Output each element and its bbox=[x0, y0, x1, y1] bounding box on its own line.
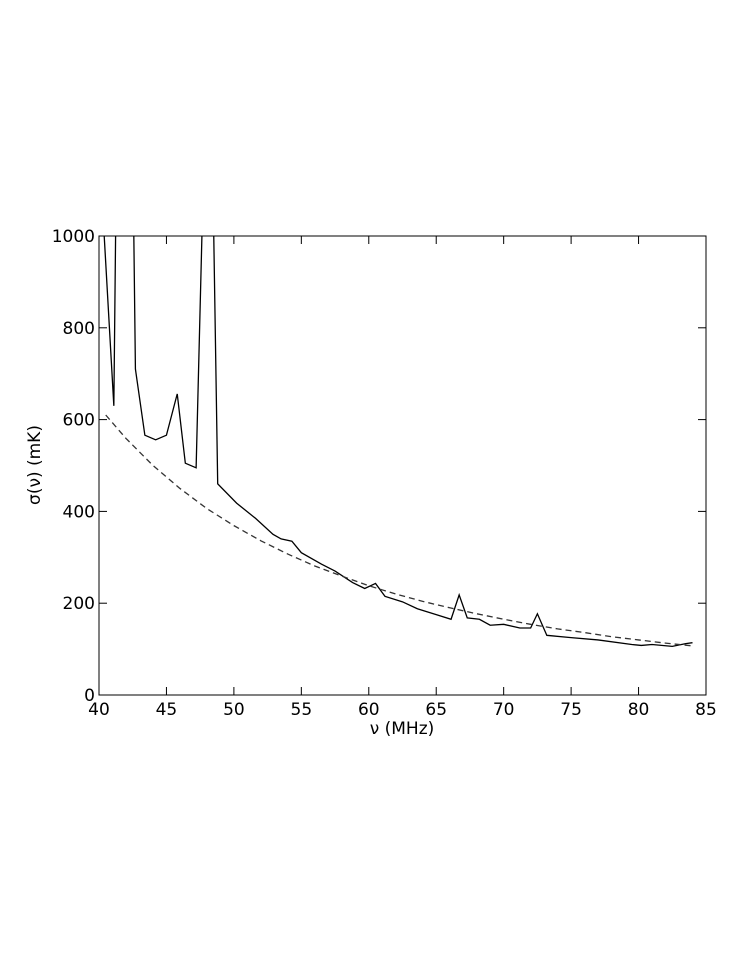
x-tick-label: 75 bbox=[560, 700, 582, 720]
y-tick-label: 200 bbox=[63, 594, 95, 614]
x-tick-label: 45 bbox=[156, 700, 178, 720]
x-tick-label: 80 bbox=[628, 700, 650, 720]
x-tick-label: 60 bbox=[358, 700, 380, 720]
x-tick-label: 65 bbox=[425, 700, 447, 720]
y-tick-label: 400 bbox=[63, 502, 95, 522]
x-tick-label: 70 bbox=[493, 700, 515, 720]
y-tick-label: 600 bbox=[63, 411, 95, 431]
data-line bbox=[105, 414, 693, 647]
y-axis-label: σ(ν) (mK) bbox=[25, 425, 45, 505]
y-tick-label: 800 bbox=[63, 319, 95, 339]
x-tick-label: 50 bbox=[223, 700, 245, 720]
x-tick-label: 85 bbox=[695, 700, 717, 720]
data-line bbox=[103, 236, 693, 648]
x-tick-label: 55 bbox=[291, 700, 313, 720]
plot-frame bbox=[98, 235, 707, 696]
y-tick-label: 1000 bbox=[52, 227, 95, 247]
x-tick-label: 40 bbox=[88, 700, 110, 720]
x-axis-label: ν (MHz) bbox=[370, 719, 435, 739]
y-tick-label: 0 bbox=[84, 686, 95, 706]
